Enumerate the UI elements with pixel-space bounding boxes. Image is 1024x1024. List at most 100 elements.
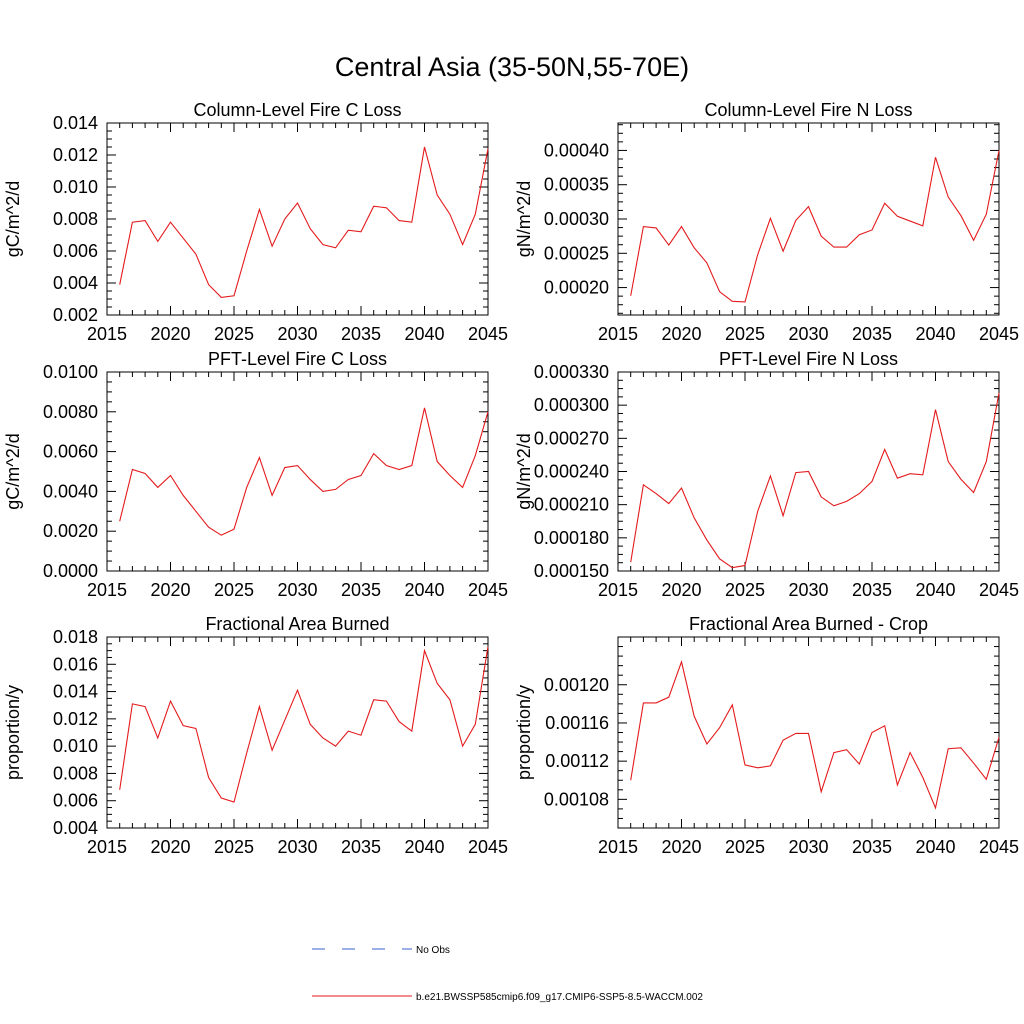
data-point [246,250,248,252]
data-point [119,283,121,285]
data-point [972,491,974,493]
data-point [436,460,438,462]
data-point [169,221,171,223]
data-point [131,221,133,223]
x-tick-label: 2020 [661,580,701,600]
y-tick-label: 0.00040 [544,140,609,160]
x-tick-label: 2020 [150,324,190,344]
data-point [373,452,375,454]
x-tick-label: 2030 [277,837,317,857]
y-tick-label: 0.016 [53,654,98,674]
y-axis-label: gN/m^2/d [514,433,534,509]
data-point [271,494,273,496]
data-point [360,474,362,476]
data-point [258,705,260,707]
data-point [845,500,847,502]
series-line [630,150,1000,303]
data-point [922,776,924,778]
legend-model-label: b.e21.BWSSP585cmip6.f09_g17.CMIP6-SSP5-8… [416,992,703,1003]
data-point [474,723,476,725]
y-tick-label: 0.006 [53,791,98,811]
data-point [884,448,886,450]
x-tick-label: 2030 [277,324,317,344]
data-point [642,702,644,704]
data-point [474,454,476,456]
data-point [769,765,771,767]
data-point [960,478,962,480]
data-point [630,295,632,297]
data-point [220,797,222,799]
data-point [131,703,133,705]
y-tick-label: 0.012 [53,709,98,729]
y-tick-label: 0.008 [53,763,98,783]
data-point [373,699,375,701]
series-line [630,659,1000,810]
data-point [271,245,273,247]
data-point [334,745,336,747]
data-point [782,515,784,517]
data-point [119,789,121,791]
panel-title: Column-Level Fire C Loss [193,100,401,120]
data-point [246,752,248,754]
y-tick-label: 0.00030 [544,209,609,229]
y-tick-label: 0.0100 [43,362,98,382]
data-point [718,727,720,729]
data-point [731,300,733,302]
y-tick-label: 0.000270 [534,428,609,448]
data-point [169,474,171,476]
data-point [820,791,822,793]
data-point [757,510,759,512]
y-tick-label: 0.0080 [43,402,98,422]
data-point [871,229,873,231]
data-point [373,205,375,207]
data-point [833,751,835,753]
data-point [998,149,1000,151]
data-point [144,705,146,707]
x-tick-label: 2015 [87,837,127,857]
data-point [668,244,670,246]
data-point [693,517,695,519]
data-point [360,734,362,736]
y-tick-label: 0.000330 [534,362,609,382]
data-point [795,219,797,221]
panel-1: Column-Level Fire C Loss gC/m^2/d 2015 2020… [3,100,508,344]
data-point [630,779,632,781]
y-axis-label: gN/m^2/d [514,181,534,257]
panel-title: Fractional Area Burned [205,614,389,634]
data-point [744,764,746,766]
data-point [423,649,425,651]
series-line [119,407,489,536]
y-axis-label: proportion/y [3,685,23,780]
data-point [998,392,1000,394]
data-point [820,235,822,237]
data-point [922,474,924,476]
data-point [322,243,324,245]
x-tick-label: 2040 [915,324,955,344]
data-point [807,732,809,734]
y-tick-label: 0.006 [53,241,98,261]
x-tick-label: 2025 [725,580,765,600]
panel-title: Fractional Area Burned - Crop [689,614,928,634]
data-point [833,505,835,507]
data-point [296,689,298,691]
y-tick-label: 0.010 [53,177,98,197]
data-point [487,645,489,647]
data-point [309,723,311,725]
y-tick-label: 0.00116 [545,713,609,733]
data-point [411,730,413,732]
x-tick-label: 2045 [979,837,1019,857]
x-tick-label: 2025 [725,324,765,344]
data-point [423,407,425,409]
x-tick-label: 2035 [852,324,892,344]
x-tick-label: 2045 [979,324,1019,344]
data-point [782,250,784,252]
y-tick-label: 0.018 [53,627,98,647]
data-point [668,696,670,698]
data-point [487,411,489,413]
x-tick-label: 2035 [341,324,381,344]
data-point [461,745,463,747]
y-tick-label: 0.00120 [544,675,609,695]
panel-3: PFT-Level Fire C Loss gC/m^2/d 2015 2020 202… [3,349,508,600]
data-point [131,468,133,470]
data-point [909,473,911,475]
